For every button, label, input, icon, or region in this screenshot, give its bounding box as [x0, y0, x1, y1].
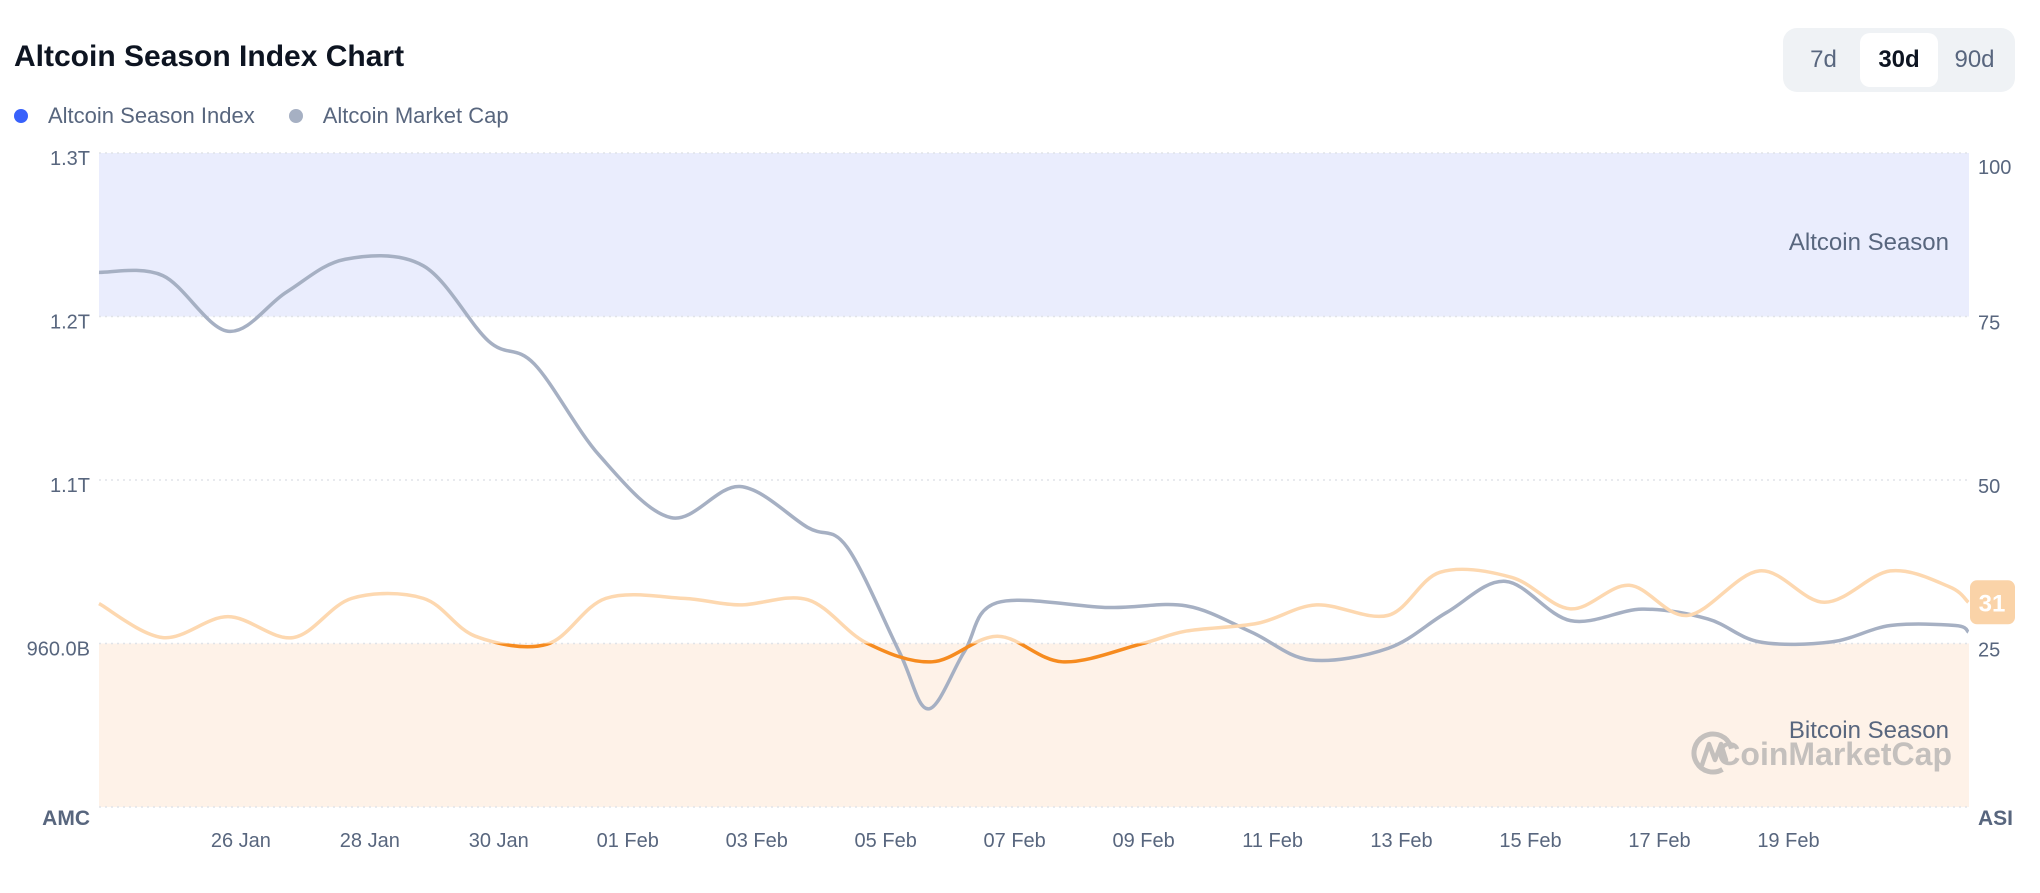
range-90d-button[interactable]: 90d [1954, 46, 1995, 73]
altcoin-season-index-line-below-25 [492, 643, 1150, 664]
right-axis-title: ASI [1978, 807, 2013, 830]
logo-mark [1699, 741, 1729, 768]
left-axis-tick: 960.0B [27, 639, 90, 661]
left-axis-tick: 1.2T [50, 312, 90, 334]
altcoin-season-index-line [98, 567, 1970, 644]
x-axis-tick: 26 Jan [211, 830, 271, 852]
right-axis-tick: 50 [1978, 476, 2000, 498]
right-axis-tick: 75 [1978, 313, 2000, 335]
time-range-selector: 7d 30d 90d [1783, 28, 2015, 92]
bitcoin-season-zone [99, 643, 1969, 807]
chart-title: Altcoin Season Index Chart [14, 40, 405, 73]
x-axis-tick: 13 Feb [1370, 830, 1432, 852]
right-axis-tick: 100 [1978, 157, 2011, 179]
x-axis-tick: 05 Feb [855, 830, 917, 852]
altcoin-market-cap-line [98, 254, 1970, 711]
altcoin-season-label: Altcoin Season [1789, 229, 1949, 256]
legend-item-asi[interactable]: Altcoin Season Index [14, 103, 255, 129]
x-axis-tick: 11 Feb [1242, 830, 1303, 852]
right-axis-tick: 25 [1978, 640, 2000, 662]
legend-label: Altcoin Season Index [48, 103, 255, 128]
logo-ring [1691, 731, 1735, 775]
x-axis-tick: 07 Feb [984, 830, 1046, 852]
x-axis-tick: 30 Jan [469, 830, 529, 852]
bitcoin-season-label: Bitcoin Season [1789, 717, 1949, 744]
left-axis-tick: 1.3T [50, 148, 90, 170]
legend-item-amc[interactable]: Altcoin Market Cap [288, 103, 509, 129]
altcoin-season-zone [99, 153, 1969, 317]
legend-dot-icon [14, 109, 28, 123]
x-axis-tick: 28 Jan [340, 830, 400, 852]
x-axis-tick: 01 Feb [597, 830, 659, 852]
x-axis-tick: 17 Feb [1628, 830, 1690, 852]
x-axis-tick: 03 Feb [726, 830, 788, 852]
coinmarketcap-logo-icon [1691, 731, 1735, 775]
current-value-badge [1970, 580, 2015, 625]
watermark-text: CoinMarketCap [1717, 736, 1952, 772]
x-axis-tick: 19 Feb [1757, 830, 1819, 852]
x-axis-tick: 09 Feb [1112, 830, 1174, 852]
chart-legend: Altcoin Season Index Altcoin Market Cap [14, 103, 509, 129]
legend-label: Altcoin Market Cap [322, 103, 509, 128]
left-axis-tick: 1.1T [50, 475, 90, 497]
current-value-text: 31 [1979, 590, 2006, 617]
x-axis-tick: 15 Feb [1499, 830, 1561, 852]
range-7d-button[interactable]: 7d [1810, 46, 1837, 73]
range-30d-button[interactable]: 30d [1860, 33, 1938, 87]
left-axis-title: AMC [42, 807, 90, 830]
legend-dot-icon [288, 109, 303, 123]
